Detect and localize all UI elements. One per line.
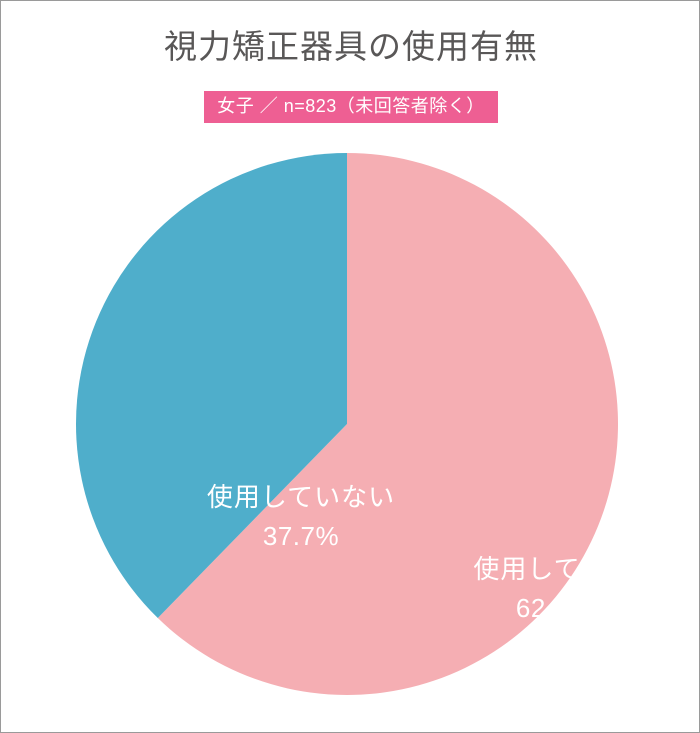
pie-slice-not-using[interactable] <box>76 153 347 619</box>
status-badge: 女子 ／ n=823（未回答者除く） <box>204 91 498 123</box>
pie-chart: 使用していない 37.7% 使用している 62.3% <box>76 153 634 695</box>
pie-slice-using[interactable] <box>157 153 618 695</box>
subtitle-container: 女子 ／ n=823（未回答者除く） <box>1 91 700 123</box>
pie-chart-svg <box>76 153 618 695</box>
page-title: 視力矯正器具の使用有無 <box>164 28 538 65</box>
